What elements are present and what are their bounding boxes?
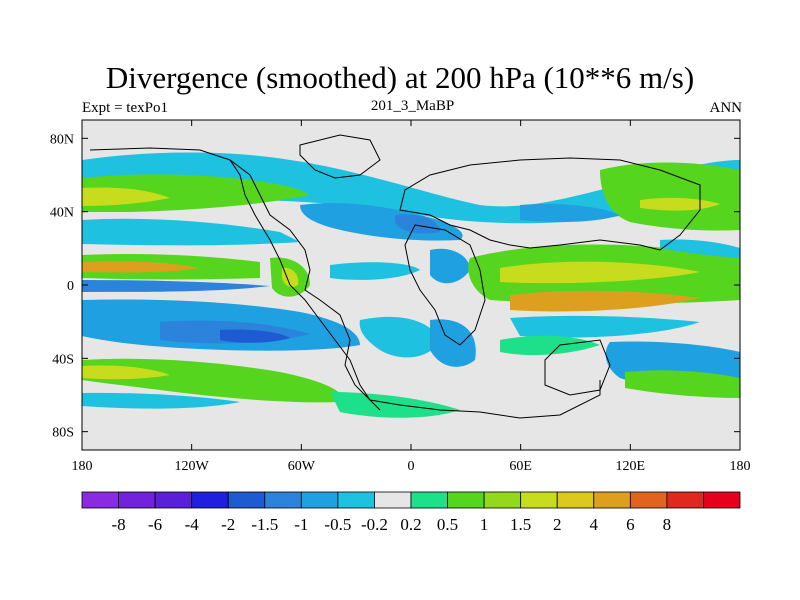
y-tick-label: 80S bbox=[52, 426, 74, 441]
y-tick-label: 40S bbox=[52, 352, 74, 367]
field-blob bbox=[82, 218, 300, 246]
colorbar-label: 8 bbox=[663, 515, 672, 534]
map-field bbox=[82, 120, 740, 450]
colorbar-label: 1 bbox=[480, 515, 489, 534]
colorbar-swatch bbox=[191, 491, 229, 509]
colorbar-swatch bbox=[629, 491, 668, 509]
field-blob bbox=[359, 316, 440, 358]
x-tick-label: 60W bbox=[288, 459, 316, 474]
x-tick-label: 180 bbox=[730, 459, 751, 474]
colorbar-swatch bbox=[703, 491, 741, 509]
field-blob bbox=[82, 187, 170, 206]
field-blob bbox=[600, 162, 740, 231]
y-tick-label: 40N bbox=[50, 206, 74, 221]
field-blob bbox=[330, 262, 420, 280]
field-blob bbox=[220, 329, 290, 343]
field-blob bbox=[330, 392, 460, 418]
colorbar-label: -0.5 bbox=[324, 515, 351, 534]
field-blob bbox=[500, 335, 600, 356]
colorbar-label: -1 bbox=[294, 515, 308, 534]
colorbar-label: 4 bbox=[590, 515, 599, 534]
colorbar-swatch bbox=[447, 491, 485, 509]
colorbar-label: 2 bbox=[553, 515, 562, 534]
colorbar-label: -2 bbox=[221, 515, 235, 534]
colorbar-swatch bbox=[300, 491, 339, 509]
field-blob bbox=[82, 365, 170, 380]
colorbar-label: 1.5 bbox=[510, 515, 531, 534]
coastline-greenland bbox=[299, 134, 381, 179]
field-blob bbox=[510, 315, 700, 338]
colorbar-swatch bbox=[593, 491, 631, 509]
field-blob bbox=[510, 290, 700, 312]
y-axis: 80N 40N 0 40S 80S bbox=[50, 132, 740, 441]
colorbar-swatch bbox=[483, 491, 522, 509]
x-tick-label: 120W bbox=[175, 459, 210, 474]
field-blob bbox=[500, 261, 700, 284]
colorbar: -8 -6 -4 -2 -1.5 -1 -0.5 -0.2 0.2 0.5 1 1.5 2 4 6 8 bbox=[81, 491, 741, 534]
coastline-australia bbox=[544, 339, 611, 396]
colorbar-swatch bbox=[81, 491, 119, 509]
coastline-americas bbox=[89, 147, 381, 411]
season-label: ANN bbox=[709, 100, 743, 116]
colorbar-label: -0.2 bbox=[361, 515, 388, 534]
coastline-eurasia bbox=[399, 157, 701, 251]
colorbar-swatch bbox=[337, 491, 375, 509]
colorbar-swatch bbox=[374, 491, 412, 509]
y-tick-label: 0 bbox=[67, 279, 74, 294]
field-blob bbox=[82, 280, 270, 292]
x-tick-label: 0 bbox=[408, 459, 415, 474]
x-tick-label: 180 bbox=[72, 459, 93, 474]
x-tick-label: 120E bbox=[616, 459, 646, 474]
colorbar-label: -6 bbox=[148, 515, 162, 534]
x-tick-label: 60E bbox=[509, 459, 532, 474]
colorbar-label: -8 bbox=[111, 515, 125, 534]
field-blob bbox=[520, 204, 620, 223]
colorbar-label: 0.5 bbox=[437, 515, 458, 534]
colorbar-swatch bbox=[666, 491, 704, 509]
colorbar-swatch bbox=[227, 491, 266, 509]
colorbar-swatch bbox=[118, 491, 156, 509]
colorbar-swatch bbox=[154, 491, 193, 509]
coastlines bbox=[89, 134, 701, 419]
colorbar-label: 0.2 bbox=[400, 515, 421, 534]
field-blob bbox=[82, 261, 200, 273]
field-blob bbox=[660, 239, 740, 258]
plot-title: Divergence (smoothed) at 200 hPa (10**6 … bbox=[105, 60, 695, 95]
x-axis: 180 120W 60W 0 60E 120E 180 bbox=[72, 120, 751, 474]
colorbar-swatch bbox=[556, 491, 595, 509]
field-blob bbox=[625, 370, 740, 398]
field-blob bbox=[430, 248, 470, 284]
colorbar-label: 6 bbox=[626, 515, 635, 534]
colorbar-swatch bbox=[410, 491, 448, 509]
field-blob bbox=[430, 319, 476, 367]
field-blob bbox=[82, 392, 240, 409]
colorbar-swatch bbox=[520, 491, 558, 509]
colorbar-label: -4 bbox=[185, 515, 200, 534]
y-tick-label: 80N bbox=[50, 132, 74, 147]
field-blob bbox=[395, 214, 440, 234]
coastline-africa bbox=[404, 224, 486, 346]
colorbar-label: -1.5 bbox=[251, 515, 278, 534]
coastline-antarctica bbox=[369, 380, 601, 419]
experiment-label: Expt = texPo1 bbox=[82, 100, 168, 116]
case-label: 201_3_MaBP bbox=[370, 98, 455, 114]
colorbar-swatch bbox=[264, 491, 302, 509]
field-blob bbox=[282, 267, 299, 288]
